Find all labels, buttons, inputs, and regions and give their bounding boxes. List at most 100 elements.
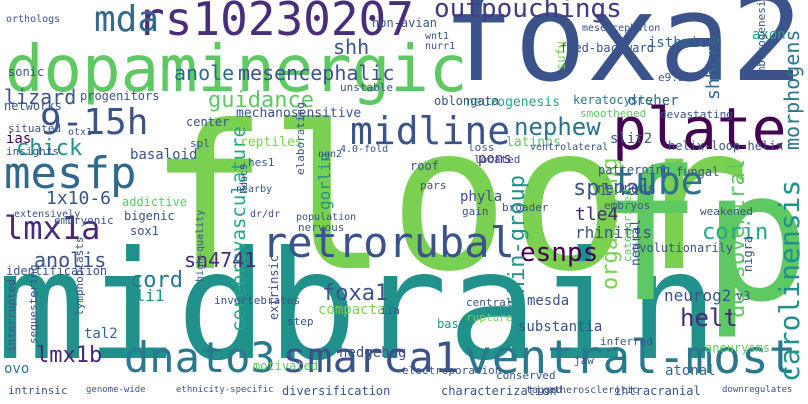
word: dopaminergic <box>5 33 468 107</box>
word: basaloid <box>130 147 198 163</box>
word: mesda <box>527 293 570 309</box>
word: nervous <box>298 221 345 234</box>
word: esnps <box>520 238 599 268</box>
word: spinal <box>573 176 653 201</box>
word: midline <box>350 109 511 153</box>
word: lmx1b <box>36 343 103 368</box>
word: tle4 <box>575 204 619 225</box>
word: retrorubal <box>262 218 515 267</box>
word: anolis <box>34 248 107 272</box>
word: atherosclerotic <box>548 385 639 396</box>
word: ventral-most <box>464 330 797 384</box>
word: broader <box>502 201 549 214</box>
word: characterization <box>441 384 557 398</box>
word: ngn2 <box>318 149 343 160</box>
word: outpouchings <box>434 0 622 24</box>
word: cord <box>130 268 183 293</box>
word: plate <box>612 95 787 163</box>
word: helix-loop-helix <box>668 139 784 153</box>
word: electroporation <box>402 364 502 377</box>
word: embryogenesis <box>755 0 768 80</box>
word: keratocysts <box>573 93 653 107</box>
word: evolutionarily <box>632 241 734 255</box>
word: inferred <box>600 335 653 348</box>
word: intracranial <box>614 384 701 398</box>
word: patterning <box>598 163 671 177</box>
word: mesencephalon <box>582 23 661 34</box>
word: rs10230207 <box>137 0 414 46</box>
word: axon <box>752 27 786 43</box>
word: floor <box>148 83 751 316</box>
word: lymphoblasts <box>73 236 86 316</box>
word: neurogenesis <box>466 95 560 110</box>
word: oblongata <box>434 94 500 108</box>
word: rhinitis <box>575 223 653 242</box>
word: carolinensis <box>773 179 806 382</box>
word: center <box>186 115 230 129</box>
word: embryonic <box>54 214 114 227</box>
word: ventrolateral <box>530 142 609 153</box>
word: categorized <box>621 189 634 262</box>
word: mda <box>94 0 160 40</box>
word: gain <box>462 205 489 218</box>
word: step <box>287 315 314 328</box>
word: sequestering <box>27 264 40 344</box>
word: diversification <box>282 384 391 398</box>
word: invertebrates <box>214 294 301 307</box>
word: hedgehog <box>339 345 407 361</box>
word: tube <box>612 159 704 203</box>
word: feed-backward <box>560 41 654 55</box>
word: ovo <box>4 361 30 377</box>
word: wnt1 <box>425 31 450 42</box>
word: smoothened <box>580 107 647 120</box>
word: ias <box>6 131 32 147</box>
word: lmx1a <box>4 209 101 247</box>
word: fungal <box>676 165 720 179</box>
word: anole <box>174 61 235 85</box>
word: insights <box>6 145 59 158</box>
word: dr/dr <box>250 209 281 220</box>
word: spl <box>190 137 210 150</box>
word: addictive <box>122 195 188 209</box>
word: morphogens <box>780 29 804 150</box>
word: mesfp <box>4 148 137 199</box>
word: pars <box>420 179 447 192</box>
word: substantia <box>518 319 603 335</box>
word: shh <box>333 35 370 59</box>
word: gorlin <box>315 152 334 210</box>
word: ethnicity-specific <box>176 385 274 395</box>
word: tagged <box>526 385 563 396</box>
word: midbrain <box>0 220 719 394</box>
word: corin <box>702 220 769 245</box>
word: progenitors <box>80 89 160 103</box>
word: latinos <box>506 135 561 150</box>
word: shhcre <box>703 34 724 100</box>
word: neurog2 <box>664 286 732 305</box>
word: sonic <box>8 65 45 79</box>
word: located <box>474 153 521 166</box>
word: 4.0-fold <box>340 144 389 155</box>
word: isthmic <box>648 35 708 51</box>
word: downregulates <box>722 385 793 395</box>
word: rupture <box>466 311 513 324</box>
word: compacta <box>318 302 386 318</box>
word: 9-15h <box>40 102 149 143</box>
word: basic <box>437 317 474 331</box>
word: slit2 <box>610 131 653 147</box>
word: elaborating <box>294 102 307 175</box>
word: lizard <box>4 85 77 109</box>
word: sox1 <box>130 224 159 238</box>
word: v3 <box>736 289 751 303</box>
word: embryos <box>604 199 651 212</box>
word: unstable <box>340 81 393 94</box>
word: dreher <box>628 93 679 109</box>
word: smarca1 <box>282 333 460 382</box>
word: fp <box>594 133 808 342</box>
word: otx1 <box>68 127 93 138</box>
word: dnato3 <box>124 333 276 382</box>
word: population <box>296 212 357 223</box>
word: phyla <box>460 189 503 205</box>
word: central <box>466 296 513 309</box>
word: aneurysms <box>705 341 771 355</box>
